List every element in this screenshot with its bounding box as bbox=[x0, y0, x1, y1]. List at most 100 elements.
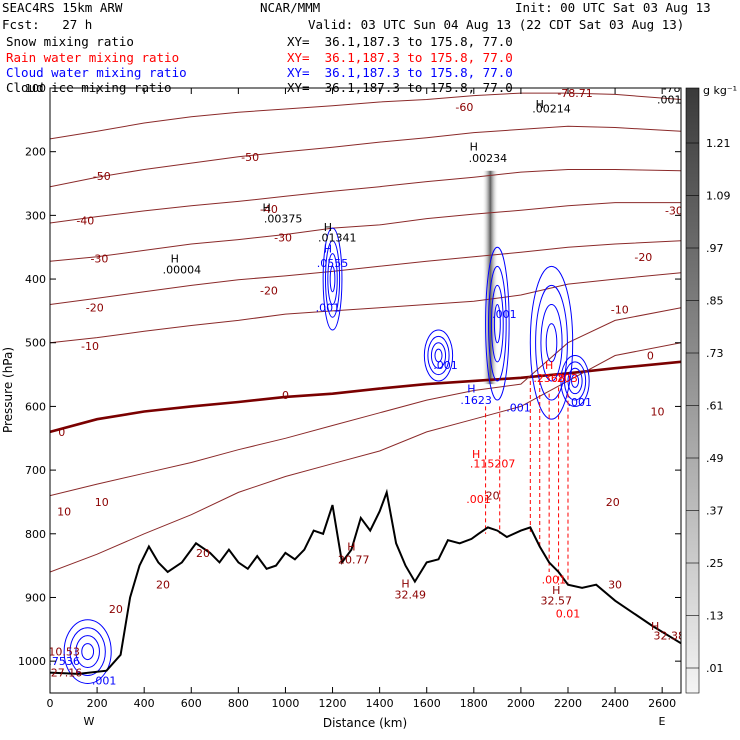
y-tick-label: 200 bbox=[25, 146, 46, 159]
cloud-water-contour-2-4 bbox=[423, 329, 454, 382]
y-tick-label: 400 bbox=[25, 273, 46, 286]
contour-label: 0 bbox=[282, 389, 289, 402]
cloud-water-contour-0-3 bbox=[324, 240, 341, 318]
cloud-water-contour-5-4 bbox=[63, 619, 112, 684]
high-marker: H bbox=[552, 584, 560, 597]
contour-label: 20.77 bbox=[338, 553, 370, 566]
contour-label: .00375 bbox=[264, 213, 303, 226]
cloud-water-contour-4-3 bbox=[563, 361, 587, 401]
contour-label: .1623 bbox=[460, 394, 492, 407]
contour-label: -50 bbox=[93, 170, 111, 183]
contour-label: 20 bbox=[109, 603, 123, 616]
contour-label: .001 bbox=[492, 308, 517, 321]
cloud-water-contour-5-3 bbox=[69, 627, 106, 676]
high-marker: H bbox=[651, 620, 659, 633]
contour-label: .203 bbox=[553, 372, 578, 385]
contour-label: -30 bbox=[90, 253, 108, 266]
high-marker: H bbox=[324, 242, 332, 255]
cloud-water-contour-0-1 bbox=[329, 265, 336, 293]
contour-label: 20 bbox=[196, 547, 210, 560]
high-marker: H bbox=[470, 141, 478, 154]
isotherm-minus60 bbox=[50, 92, 681, 140]
contour-label: 30 bbox=[608, 579, 622, 592]
isotherm-0 bbox=[50, 360, 681, 434]
colorbar-label: 1.21 bbox=[706, 137, 731, 150]
x-tick-label: 1600 bbox=[413, 697, 441, 710]
y-tick-label: 700 bbox=[25, 464, 46, 477]
y-tick-label: 900 bbox=[25, 591, 46, 604]
forecast-hour: Fcst: 27 h bbox=[2, 17, 93, 32]
colorbar-label: .73 bbox=[706, 347, 724, 360]
cloud-water-contour-5-2 bbox=[75, 635, 100, 669]
cloud-water-contour-1-2 bbox=[490, 284, 504, 363]
isotherm-10 bbox=[50, 307, 681, 497]
high-marker: H bbox=[262, 202, 270, 215]
contour-label: .001 bbox=[506, 402, 531, 415]
isotherm-minus30 bbox=[50, 202, 681, 262]
x-tick-label: 2000 bbox=[507, 697, 535, 710]
valid-time: Valid: 03 UTC Sun 04 Aug 13 (22 CDT Sat … bbox=[308, 17, 685, 32]
cloud-water-contour-3-2 bbox=[540, 304, 563, 382]
y-tick-label: 300 bbox=[25, 209, 46, 222]
high-marker: H bbox=[401, 577, 409, 590]
contour-label: .0555 bbox=[317, 257, 349, 270]
contour-label: -10 bbox=[81, 340, 99, 353]
cloud-water-contour-1-1 bbox=[493, 304, 501, 344]
high-marker: H bbox=[536, 98, 544, 111]
contour-label: -40 bbox=[76, 214, 94, 227]
contour-label: -50 bbox=[241, 151, 259, 164]
contour-label: 10.53 bbox=[48, 646, 80, 659]
contour-label: -40 bbox=[260, 203, 278, 216]
field-snow-label: Snow mixing ratio bbox=[6, 34, 134, 49]
colorbar-unit: g kg⁻¹ bbox=[703, 84, 737, 97]
field-rain-label: Rain water mixing ratio bbox=[6, 50, 180, 65]
contour-label: .001 bbox=[92, 674, 117, 687]
contour-label: 0 bbox=[58, 426, 65, 439]
contour-label: .001 bbox=[542, 574, 567, 587]
terrain-line bbox=[50, 488, 681, 675]
contour-label: -10 bbox=[611, 304, 629, 317]
x-end-label-east: E bbox=[659, 715, 666, 728]
x-tick-label: 2200 bbox=[554, 697, 582, 710]
contour-label: 27.16 bbox=[51, 667, 83, 680]
contour-label: 20 bbox=[486, 490, 500, 503]
contour-label: 0 bbox=[647, 349, 654, 362]
contour-label: -30 bbox=[274, 232, 292, 245]
x-tick-label: 600 bbox=[181, 697, 202, 710]
high-marker: H bbox=[545, 359, 553, 372]
cloud-water-contour-5-1 bbox=[81, 643, 95, 661]
cloud-water-contour-3-3 bbox=[535, 284, 568, 401]
field-snow-xy: XY= 36.1,187.3 to 175.8, 77.0 bbox=[287, 34, 513, 49]
isotherm-minus50 bbox=[50, 125, 681, 188]
contour-label: .7536 bbox=[48, 655, 80, 668]
model-name: SEAC4RS 15km ARW bbox=[2, 0, 123, 15]
x-axis-title: Distance (km) bbox=[323, 716, 407, 730]
contour-label: 20 bbox=[606, 496, 620, 509]
x-tick-label: 2600 bbox=[648, 697, 676, 710]
colorbar-label: .13 bbox=[706, 610, 724, 623]
y-tick-label: 1000 bbox=[18, 655, 46, 668]
y-tick-label: 800 bbox=[25, 528, 46, 541]
contour-label: -78 bbox=[663, 82, 681, 95]
contour-label: .001 bbox=[568, 396, 593, 409]
field-cloud-water-label: Cloud water mixing ratio bbox=[6, 65, 187, 80]
x-tick-label: 800 bbox=[228, 697, 249, 710]
isotherm-minus20 bbox=[50, 240, 681, 305]
cloud-water-contour-4-1 bbox=[571, 374, 580, 388]
contour-label: 32.49 bbox=[394, 588, 426, 601]
center-name: NCAR/MMM bbox=[260, 0, 321, 15]
x-tick-label: 0 bbox=[47, 697, 54, 710]
contour-label: .001 bbox=[657, 93, 682, 106]
contour-label: -20 bbox=[260, 285, 278, 298]
contour-label: .001 bbox=[466, 493, 491, 506]
contour-label: .001 bbox=[433, 359, 458, 372]
colorbar-label: .85 bbox=[706, 295, 724, 308]
y-tick-label: 500 bbox=[25, 337, 46, 350]
x-end-label-west: W bbox=[84, 715, 95, 728]
cloud-water-contour-2-1 bbox=[434, 348, 443, 363]
y-tick-label: 600 bbox=[25, 400, 46, 413]
y-axis-title: Pressure (hPa) bbox=[1, 347, 15, 433]
x-tick-label: 200 bbox=[87, 697, 108, 710]
init-time: Init: 00 UTC Sat 03 Aug 13 bbox=[515, 0, 711, 15]
x-tick-label: 400 bbox=[134, 697, 155, 710]
